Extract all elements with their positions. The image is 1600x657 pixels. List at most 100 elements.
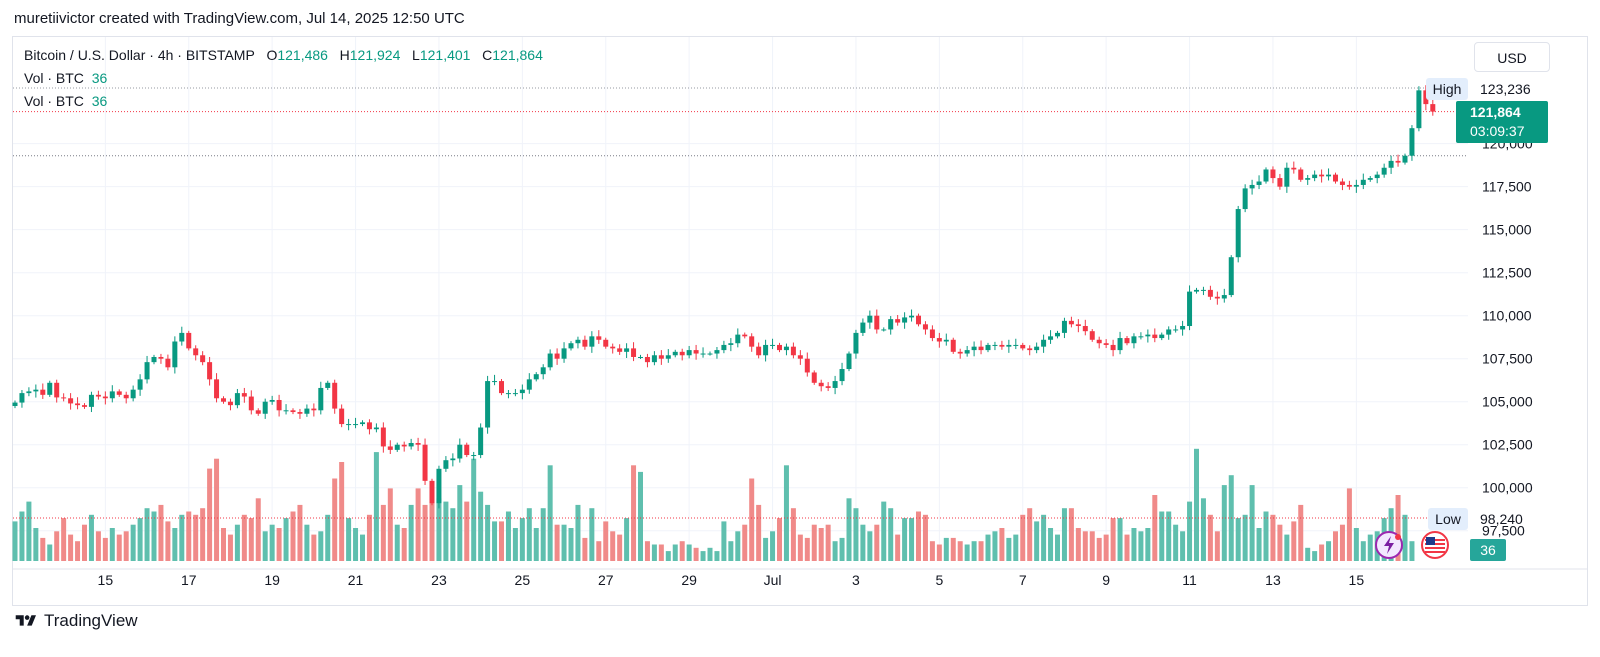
volume-bar xyxy=(102,537,108,561)
volume-bar xyxy=(151,511,157,561)
candle-body xyxy=(144,362,150,380)
volume-bar xyxy=(262,531,268,561)
volume-bar xyxy=(1194,448,1199,561)
candle-body xyxy=(436,468,442,504)
tradingview-logo[interactable]: TradingView xyxy=(14,610,138,632)
symbol-legend[interactable]: Bitcoin / U.S. Dollar · 4h · BITSTAMP O1… xyxy=(24,47,543,63)
candle-body xyxy=(102,396,108,399)
open-label: O xyxy=(266,47,278,63)
volume-bar xyxy=(318,531,324,561)
volume-bar xyxy=(492,521,498,561)
candle-body xyxy=(1339,181,1345,185)
candle-body xyxy=(867,315,873,323)
volume-bar xyxy=(811,524,817,561)
volume-bar xyxy=(214,458,220,561)
candle-body xyxy=(693,350,699,354)
volume-bar xyxy=(561,524,567,561)
volume-bar xyxy=(339,462,345,561)
volume-legend-label: Vol · BTC xyxy=(24,93,84,109)
candle-body xyxy=(756,346,762,356)
x-axis[interactable]: 15 17 19 21 23 25 27 29 Jul 3 5 7 9 11 13 15 xyxy=(13,568,1588,588)
volume-bar xyxy=(658,544,664,561)
volume-bar xyxy=(82,524,87,561)
volume-bar xyxy=(1263,511,1269,561)
volume-bar xyxy=(902,518,908,561)
candle-body xyxy=(888,319,894,330)
candle-body xyxy=(109,391,115,399)
volume-bar xyxy=(1221,485,1227,561)
lightning-icon[interactable] xyxy=(1374,530,1404,560)
candle-body xyxy=(200,355,206,363)
candle-body xyxy=(492,381,498,383)
candle-body xyxy=(1041,339,1047,347)
x-tick-label: 19 xyxy=(264,572,280,588)
candle-body xyxy=(964,350,970,354)
candle-body xyxy=(1061,320,1067,333)
candle-body xyxy=(1416,90,1422,129)
candle-body xyxy=(332,382,338,409)
volume-bar xyxy=(679,541,685,561)
grid-lines xyxy=(13,37,1468,561)
volume-bar xyxy=(165,521,171,561)
candle-body xyxy=(978,346,984,351)
volume-bar xyxy=(777,518,782,561)
volume-bar xyxy=(387,488,393,561)
us-flag-icon[interactable] xyxy=(1420,530,1450,560)
y-axis[interactable]: 97,500 100,000 102,500 105,000 107,500 110,00… xyxy=(1482,136,1533,539)
volume-bar xyxy=(818,528,824,561)
candle-body xyxy=(1145,334,1151,337)
volume-bar xyxy=(860,524,866,561)
volume-legend-2[interactable]: Vol · BTC 36 xyxy=(24,93,107,109)
candle-body xyxy=(1187,291,1193,327)
volume-legend-1[interactable]: Vol · BTC 36 xyxy=(24,70,107,86)
candle-body xyxy=(269,399,275,402)
candle-body xyxy=(777,344,782,351)
symbol-name[interactable]: Bitcoin / U.S. Dollar · 4h · BITSTAMP xyxy=(24,47,255,63)
volume-bar xyxy=(1159,511,1165,561)
volume-bar xyxy=(651,544,657,561)
volume-bar xyxy=(130,524,136,561)
tradingview-brand: TradingView xyxy=(44,611,138,630)
candle-body xyxy=(1180,326,1186,330)
candle-body xyxy=(804,358,810,373)
volume-bar xyxy=(297,504,303,561)
volume-bar xyxy=(1124,534,1130,561)
volume-bar xyxy=(978,541,984,561)
volume-bar xyxy=(1409,541,1415,561)
candle-body xyxy=(207,362,213,380)
candle-body xyxy=(165,358,171,368)
volume-bar xyxy=(408,504,414,561)
volume-bar xyxy=(721,521,727,561)
y-tick-label: 102,500 xyxy=(1482,437,1533,453)
open-value: 121,486 xyxy=(277,47,328,63)
candle-body xyxy=(603,339,609,347)
volume-bar xyxy=(735,531,741,561)
volume-bar xyxy=(47,544,53,561)
candle-body xyxy=(707,353,713,355)
volume-bar xyxy=(1395,495,1401,561)
candle-body xyxy=(1124,338,1130,344)
volume-bar xyxy=(221,528,226,561)
candle-body xyxy=(47,382,53,395)
volume-bar xyxy=(54,531,60,561)
candle-body xyxy=(1034,346,1040,351)
volume-bar xyxy=(505,511,511,561)
y-tick-label: 105,000 xyxy=(1482,394,1533,410)
y-tick-label: 115,000 xyxy=(1482,222,1532,238)
volume-bar xyxy=(1173,524,1179,561)
chart-frame[interactable] xyxy=(12,36,1588,606)
candle-body xyxy=(346,424,352,426)
volume-bar xyxy=(1138,531,1144,561)
volume-bar xyxy=(429,485,435,561)
volume-bar xyxy=(1319,544,1325,561)
volume-bar xyxy=(575,504,581,561)
volume-bar xyxy=(1207,514,1213,561)
volume-bar xyxy=(638,471,643,561)
currency-button[interactable]: USD xyxy=(1474,42,1550,72)
volume-bar xyxy=(1200,498,1206,561)
candle-body xyxy=(533,374,539,380)
volume-bar xyxy=(728,541,734,561)
candle-body xyxy=(971,346,977,351)
x-tick-label: 15 xyxy=(98,572,114,588)
